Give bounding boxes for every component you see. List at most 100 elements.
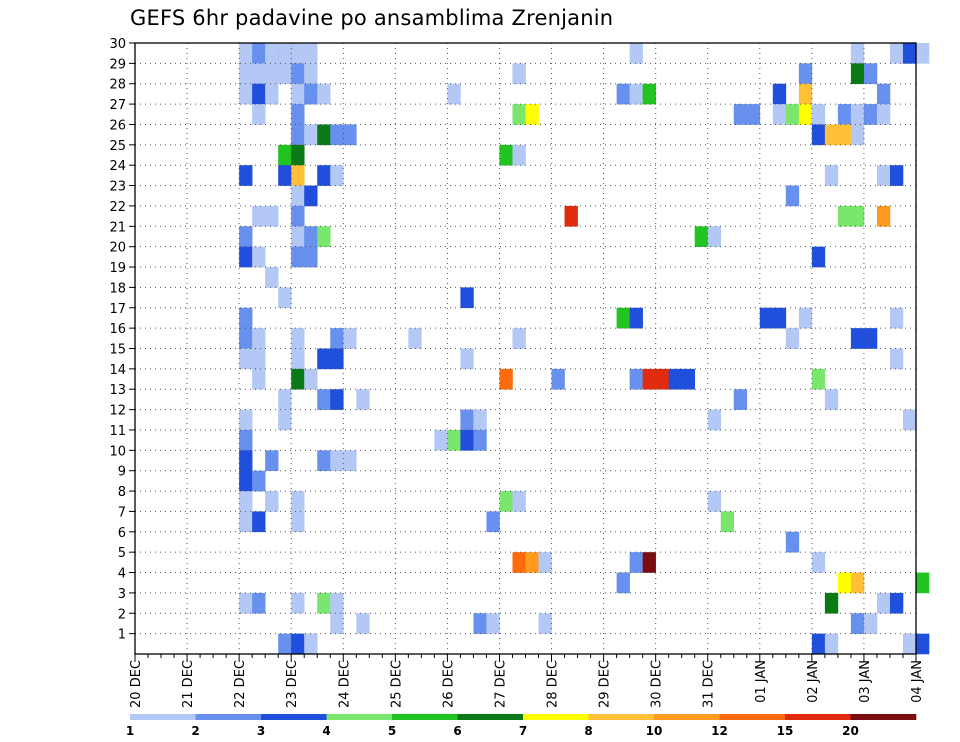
heatmap-cell [811,552,826,573]
heatmap-cell [811,124,826,146]
heatmap-cell [616,572,630,594]
heatmap-cell [473,429,487,451]
heatmap-cell [707,409,722,431]
heatmap-cell [902,43,917,64]
heatmap-cell [824,165,839,186]
heatmap-cell [265,450,279,471]
heatmap-cell [447,429,461,451]
colorbar-swatch [130,714,196,720]
colorbar: 1 2 3 4 5 6 7 8 10 12 15 20 [126,714,917,738]
heatmap-cell [291,104,305,125]
y-tick-label: 30 [109,37,126,52]
x-tick-label: 22 DEC [233,660,248,708]
heatmap-cell [252,246,266,268]
heatmap-cell [252,43,266,64]
heatmap-cell [252,368,266,390]
y-tick-label: 4 [118,567,126,582]
heatmap-cell [850,205,865,227]
y-tick-label: 27 [109,98,126,113]
x-tick-label: 01 JAN [754,660,769,703]
heatmap-cell [863,104,878,125]
heatmap-cell [291,633,305,655]
y-axis: 1234567891011121314151617181920212223242… [109,37,135,643]
colorbar-label: 20 [842,724,859,738]
heatmap-cell [499,368,513,390]
heatmap-cell [473,409,487,431]
x-tick-label: 30 DEC [650,660,665,708]
heatmap-cell [512,63,526,85]
heatmap-cell [785,185,800,207]
colorbar-swatch [457,714,524,720]
y-tick-label: 14 [109,363,126,378]
colorbar-swatch [850,714,917,720]
heatmap-cell [629,368,643,390]
heatmap-cell [916,572,930,594]
heatmap-cell [304,368,318,390]
heatmap-cell [772,83,787,105]
heatmap-cell [252,205,266,227]
heatmap-cell [837,572,852,594]
y-tick-label: 17 [109,302,126,317]
colorbar-swatch [392,714,458,720]
heatmap-cell [317,389,331,410]
heatmap-cell [538,552,552,573]
heatmap-cell [278,144,292,166]
heatmap-cell [499,491,513,512]
heatmap-cell [330,389,344,410]
heatmap-cell [486,511,500,533]
heatmap-cell [707,491,722,512]
grid-layer [135,43,916,654]
heatmap-cell [629,83,643,105]
heatmap-cell [304,83,318,105]
heatmap-cell [265,43,279,64]
colorbar-label: 1 [126,724,134,738]
heatmap-cell [317,165,331,186]
heatmap-cell [239,307,253,329]
heatmap-cell [629,552,643,573]
heatmap-cell [304,226,318,247]
heatmap-cell [239,429,253,451]
heatmap-cell [824,124,839,146]
heatmap-cell [889,307,904,329]
heatmap-cell [239,409,253,431]
heatmap-cell [291,165,305,186]
heatmap-cell [330,328,344,349]
heatmap-cell [291,43,305,64]
heatmap-cell [824,633,839,655]
heatmap-cell [876,205,891,227]
heatmap-cell [239,226,253,247]
heatmap-cell [330,592,344,614]
x-tick-label: 25 DEC [389,660,404,708]
heatmap-cell [850,328,865,349]
heatmap-cell [265,205,279,227]
heatmap-cell [239,511,253,533]
heatmap-cell [460,348,474,370]
heatmap-cell [304,43,318,64]
heatmap-cell [239,246,253,268]
y-tick-label: 13 [109,383,126,398]
heatmap-cell [525,552,539,573]
heatmap-cell [239,450,253,471]
heatmap-cell [265,491,279,512]
heatmap-cell [291,348,305,370]
y-tick-label: 7 [118,505,126,520]
heatmap-cell [317,348,331,370]
heatmap-cell [317,124,331,146]
heatmap-cell [798,104,813,125]
colorbar-swatch [261,714,327,720]
heatmap-cell [291,511,305,533]
heatmap-cell [330,124,344,146]
heatmap-cell [304,185,318,207]
heatmap-cell [278,165,292,186]
heatmap-cell [330,165,344,186]
heatmap-cell [291,328,305,349]
heatmap-cell [239,491,253,512]
heatmap-cell [902,633,917,655]
heatmap-cell [239,165,253,186]
colorbar-label: 10 [646,724,663,738]
heatmap-cell [239,348,253,370]
y-tick-label: 2 [118,607,126,622]
heatmap-cell [824,592,839,614]
heatmap-cell [512,144,526,166]
heatmap-cell [291,185,305,207]
